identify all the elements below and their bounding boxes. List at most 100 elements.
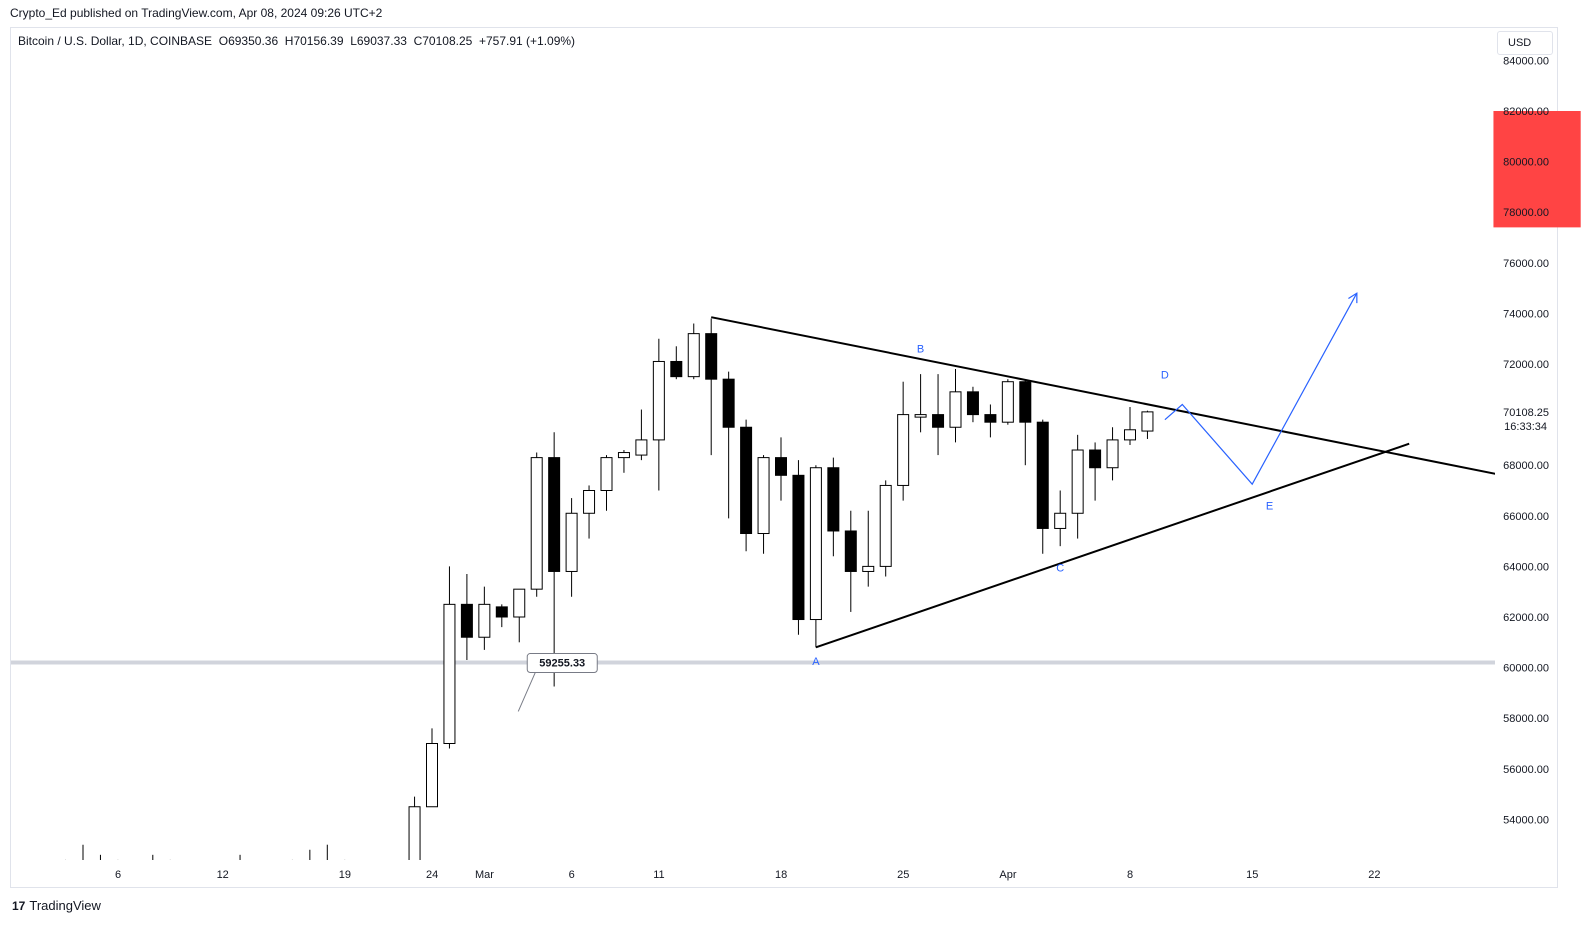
candle-up (478, 603, 491, 638)
candle-down (495, 606, 508, 618)
candle-up (269, 878, 280, 888)
candles-layer (65, 318, 1154, 888)
candle-down (1036, 421, 1049, 529)
candle-up (757, 457, 770, 535)
candle-up (78, 862, 89, 875)
candle-up (426, 743, 438, 808)
x-tick-label: 8 (1127, 869, 1133, 881)
y-tick-label: 74000.00 (1503, 308, 1549, 320)
candle-down (722, 378, 735, 428)
y-tick-label: 70108.25 (1503, 407, 1549, 419)
target-zone-layer (1493, 111, 1581, 228)
x-tick-label: 25 (897, 869, 909, 881)
trendline-upper (711, 316, 1495, 475)
publisher-header: Crypto_Ed published on TradingView.com, … (10, 6, 383, 20)
candle-up (897, 414, 910, 486)
y-tick-label: 76000.00 (1503, 258, 1549, 270)
candle-down (548, 457, 561, 572)
y-axis[interactable]: 84000.00 82000.00 80000.00 78000.00 76000.00… (1503, 55, 1549, 826)
candle-up (565, 512, 578, 572)
low-value: L69037.33 (350, 34, 407, 48)
candle-up (182, 878, 193, 883)
tradingview-logo-icon: 17 (12, 899, 26, 913)
candle-down (460, 603, 473, 638)
wave-label-c: C (1056, 562, 1064, 574)
candle-down (775, 457, 787, 476)
x-tick-label: 19 (339, 869, 351, 881)
candle-up (443, 603, 456, 744)
candle-down (357, 880, 368, 883)
y-tick-label: 60000.00 (1503, 663, 1549, 675)
candle-up (304, 862, 315, 872)
wave-label-b: B (917, 344, 924, 356)
y-tick-label: 66000.00 (1503, 511, 1549, 523)
candle-down (792, 474, 805, 621)
high-value: H70156.39 (284, 34, 344, 48)
candle-down (827, 467, 840, 532)
candle-up (530, 457, 543, 590)
change-value: +757.91 (+1.09%) (478, 34, 576, 48)
y-tick-label: 64000.00 (1503, 561, 1549, 573)
candle-up (165, 870, 176, 875)
x-tick-label: 24 (426, 869, 438, 881)
candle-down (844, 530, 857, 572)
support-callout-label: 59255.33 (539, 658, 585, 670)
trendlines-layer (711, 292, 1495, 649)
y-tick-label: 84000.00 (1503, 55, 1549, 67)
candle-up (1071, 449, 1084, 514)
candle-down (322, 862, 333, 875)
x-axis[interactable]: 6 12 19 24 Mar 6 11 18 25 Apr 8 15 22 (115, 869, 1381, 881)
x-tick-label: Apr (999, 869, 1016, 881)
candle-down (670, 360, 683, 378)
candle-up (617, 452, 630, 459)
wave-label-a: A (812, 656, 820, 668)
candle-down (252, 883, 263, 888)
support-callout-box (526, 653, 598, 674)
candle-down (1089, 449, 1102, 469)
close-value: C70108.25 (413, 34, 473, 48)
y-tick-label: 56000.00 (1503, 764, 1549, 776)
open-value: O69350.36 (218, 34, 279, 48)
y-tick-label: 72000.00 (1503, 359, 1549, 371)
wave-label-d: D (1161, 369, 1169, 381)
candle-up (809, 467, 822, 621)
x-tick-label: 6 (569, 869, 575, 881)
wave-label-e: E (1266, 500, 1273, 512)
tradingview-logo[interactable]: 17 TradingView (12, 898, 101, 913)
candle-up (583, 490, 596, 514)
candle-down (740, 426, 753, 535)
candle-up (392, 875, 403, 878)
candle-up (687, 333, 700, 378)
candle-down (966, 391, 979, 416)
x-tick-label: 15 (1246, 869, 1258, 881)
candle-up (374, 878, 385, 883)
candle-up (600, 457, 613, 491)
projection-path (1164, 292, 1358, 486)
candle-down (235, 875, 246, 883)
chart-frame (10, 27, 1558, 888)
candle-up (1141, 411, 1154, 432)
candle-down (932, 414, 945, 428)
x-tick-label: 11 (653, 869, 664, 881)
candle-up (914, 414, 927, 418)
candle-up (949, 391, 962, 428)
y-tick-label: 62000.00 (1503, 612, 1549, 624)
candle-down (147, 870, 158, 875)
x-tick-label: 12 (217, 869, 229, 881)
trendline-lower (815, 442, 1410, 649)
candle-down (705, 333, 718, 380)
candle-up (879, 484, 892, 567)
currency-button[interactable]: USD (1497, 31, 1553, 55)
symbol-name[interactable]: Bitcoin / U.S. Dollar, 1D, COINBASE (18, 34, 213, 48)
y-tick-label: 78000.00 (1503, 207, 1549, 219)
y-tick-label: 68000.00 (1503, 460, 1549, 472)
annotation-layer: A B C D E 59255.33 (517, 344, 1273, 712)
symbol-legend: Bitcoin / U.S. Dollar, 1D, COINBASE O693… (18, 34, 575, 48)
y-tick-label: 80000.00 (1503, 157, 1549, 169)
candle-up (95, 870, 106, 871)
candle-up (408, 806, 421, 860)
candle-up (1124, 429, 1136, 441)
y-tick-label: 54000.00 (1503, 814, 1549, 826)
candle-down (200, 880, 211, 883)
